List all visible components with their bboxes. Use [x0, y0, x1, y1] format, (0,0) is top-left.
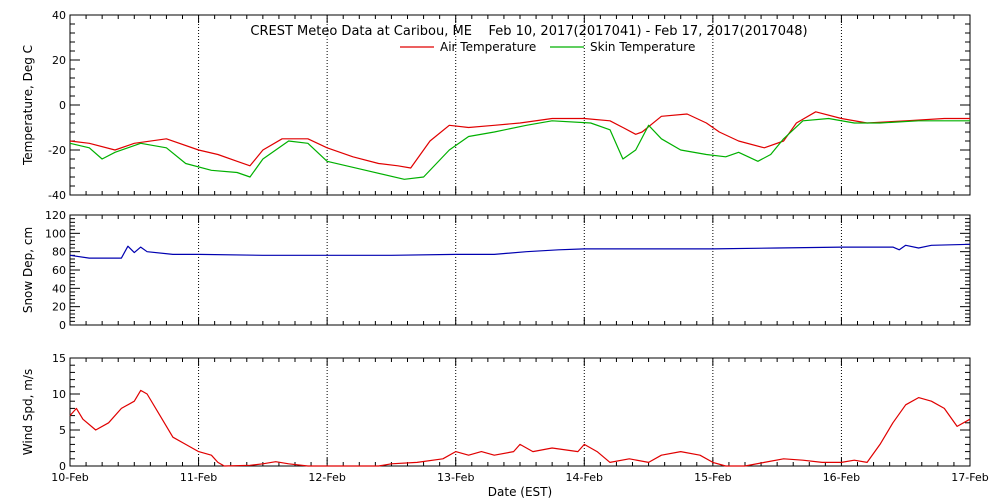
- y-tick-label: 10: [52, 388, 66, 401]
- legend-label: Skin Temperature: [590, 40, 695, 54]
- y-tick-label: 80: [52, 246, 66, 259]
- plot-frame: [69, 14, 971, 196]
- y-tick-label: 100: [45, 227, 66, 240]
- y-axis-label: Temperature, Deg C: [21, 45, 35, 166]
- y-tick-label: -40: [48, 189, 66, 202]
- legend: Air Temperature Skin Temperature: [400, 40, 695, 54]
- series-line: [69, 389, 971, 467]
- series-line-skin-temperature: [69, 117, 970, 180]
- panel-3: 0 5 10 15 Wind Spd, m/s: [21, 352, 971, 473]
- y-tick-label: 40: [52, 282, 66, 295]
- x-tick-label: 16-Feb: [823, 471, 860, 484]
- plot-frame: [69, 357, 971, 467]
- x-tick-label: 14-Feb: [566, 471, 603, 484]
- chart-title: CREST Meteo Data at Caribou, ME Feb 10, …: [250, 24, 807, 39]
- series-line-air-temperature: [69, 111, 970, 169]
- y-tick-label: 40: [52, 9, 66, 22]
- x-tick-label: 17-Feb: [951, 471, 988, 484]
- x-tick-label: 13-Feb: [437, 471, 474, 484]
- y-tick-label: 15: [52, 352, 66, 365]
- y-tick-label: 20: [52, 54, 66, 67]
- y-axis-label: Snow Dep, cm: [21, 227, 35, 313]
- plot-frame: [69, 214, 971, 326]
- y-tick-label: 60: [52, 264, 66, 277]
- y-tick-label: 5: [59, 424, 66, 437]
- x-tick-label: 15-Feb: [694, 471, 731, 484]
- y-axis-label: Wind Spd, m/s: [21, 369, 35, 455]
- legend-label: Air Temperature: [440, 40, 536, 54]
- panel-2: 0 20 40 60 80 100 120 Snow Dep, cm: [21, 209, 971, 332]
- x-tick-label: 11-Feb: [180, 471, 217, 484]
- x-tick-label: 10-Feb: [51, 471, 88, 484]
- x-tick-label: 12-Feb: [308, 471, 345, 484]
- y-tick-label: 120: [45, 209, 66, 222]
- y-tick-label: 20: [52, 301, 66, 314]
- panel-1: -40 -20 0 20 40 Temperature, Deg C: [21, 9, 971, 202]
- x-axis-label: Date (EST): [488, 485, 552, 499]
- x-axis: 10-Feb 11-Feb 12-Feb 13-Feb 14-Feb 15-Feb 16-F…: [51, 471, 988, 484]
- y-tick-label: 0: [59, 99, 66, 112]
- y-tick-label: -20: [48, 144, 66, 157]
- y-tick-label: 0: [59, 460, 66, 473]
- series-line: [69, 243, 971, 259]
- y-tick-label: 0: [59, 319, 66, 332]
